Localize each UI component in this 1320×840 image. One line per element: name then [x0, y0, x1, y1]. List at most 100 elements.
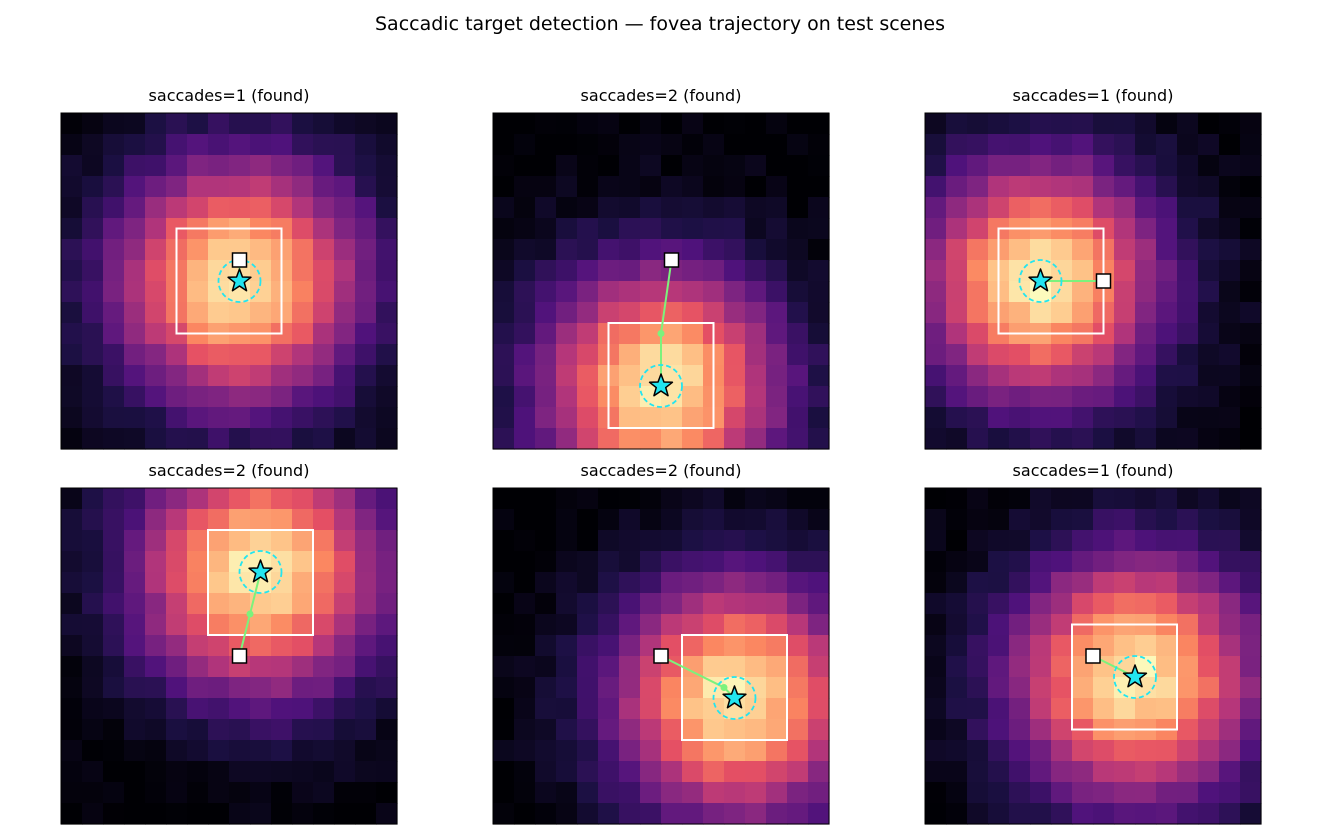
- fovea-start-marker: [1085, 648, 1101, 664]
- heatmap-cell: [292, 488, 314, 510]
- heatmap-cell: [145, 593, 167, 615]
- heatmap-cell: [292, 218, 314, 240]
- heatmap-cell: [514, 113, 536, 135]
- heatmap-cell: [535, 302, 557, 324]
- heatmap-cell: [1198, 428, 1220, 450]
- heatmap-cell: [1030, 782, 1052, 804]
- heatmap-cell: [967, 323, 989, 345]
- heatmap-cell: [187, 365, 209, 387]
- heatmap-cell: [1156, 281, 1178, 303]
- heatmap-cell: [1114, 656, 1136, 678]
- heatmap-cell: [1135, 428, 1157, 450]
- heatmap-cell: [766, 803, 788, 825]
- heatmap-cell: [577, 260, 599, 282]
- heatmap-cell: [1219, 302, 1241, 324]
- heatmap-cell: [787, 260, 809, 282]
- heatmap-cell: [1156, 428, 1178, 450]
- heatmap-cell: [271, 719, 293, 741]
- heatmap-cell: [1051, 530, 1073, 552]
- heatmap-cell: [208, 635, 230, 657]
- panel-title: saccades=2 (found): [580, 86, 742, 105]
- heatmap-cell: [988, 113, 1010, 135]
- heatmap-cell: [355, 635, 377, 657]
- heatmap-cell: [313, 782, 335, 804]
- heatmap-cell: [787, 155, 809, 177]
- heatmap-cell: [640, 677, 662, 699]
- heatmap-cell: [187, 113, 209, 135]
- heatmap-cell: [208, 197, 230, 219]
- heatmap-cell: [493, 803, 515, 825]
- heatmap-cell: [724, 281, 746, 303]
- heatmap-cell: [250, 176, 272, 198]
- heatmap-cell: [535, 677, 557, 699]
- heatmap-cell: [1072, 677, 1094, 699]
- heatmap-cell: [514, 281, 536, 303]
- heatmap-cell: [514, 428, 536, 450]
- heatmap-cell: [577, 656, 599, 678]
- heatmap-cell: [1051, 428, 1073, 450]
- heatmap-cell: [271, 530, 293, 552]
- heatmap-cell: [1009, 698, 1031, 720]
- heatmap-cell: [745, 113, 767, 135]
- heatmap-cell: [766, 719, 788, 741]
- heatmap-cell: [988, 635, 1010, 657]
- heatmap-cell: [967, 551, 989, 573]
- heatmap-cell: [787, 509, 809, 531]
- heatmap-cell: [703, 428, 725, 450]
- heatmap-cell: [124, 428, 146, 450]
- heatmap-cell: [577, 113, 599, 135]
- heatmap-cell: [124, 281, 146, 303]
- heatmap-cell: [334, 281, 356, 303]
- heatmap-cell: [640, 593, 662, 615]
- heatmap-cell: [514, 656, 536, 678]
- heatmap-cell: [1240, 803, 1262, 825]
- heatmap-cell: [619, 134, 641, 156]
- heatmap-cell: [187, 719, 209, 741]
- heatmap-cell: [514, 488, 536, 510]
- heatmap-cell: [661, 782, 683, 804]
- heatmap-cell: [535, 218, 557, 240]
- heatmap-cell: [187, 761, 209, 783]
- heatmap-cell: [334, 761, 356, 783]
- heatmap-cell: [808, 113, 830, 135]
- heatmap-cell: [598, 197, 620, 219]
- heatmap-cell: [1114, 239, 1136, 261]
- heatmap-cell: [967, 740, 989, 762]
- heatmap-cell: [166, 719, 188, 741]
- heatmap-cell: [1135, 365, 1157, 387]
- heatmap-cell: [787, 488, 809, 510]
- target-box: [607, 322, 715, 429]
- heatmap-cell: [61, 281, 83, 303]
- heatmap-cell: [661, 365, 683, 387]
- heatmap-cell: [988, 656, 1010, 678]
- heatmap-cell: [1009, 344, 1031, 366]
- heatmap-cell: [1093, 365, 1115, 387]
- heatmap-cell: [766, 551, 788, 573]
- heatmap-cell: [313, 407, 335, 429]
- heatmap-cell: [1114, 197, 1136, 219]
- heatmap-cell: [556, 134, 578, 156]
- heatmap-cell: [1156, 239, 1178, 261]
- heatmap-cell: [808, 803, 830, 825]
- heatmap-cell: [724, 656, 746, 678]
- heatmap-cell: [208, 551, 230, 573]
- heatmap-cell: [619, 698, 641, 720]
- heatmap-cell: [1051, 803, 1073, 825]
- heatmap-cell: [1030, 344, 1052, 366]
- target-star-marker: [648, 373, 674, 397]
- heatmap-cell: [703, 551, 725, 573]
- heatmap-cell: [1240, 782, 1262, 804]
- heatmap-cell: [682, 761, 704, 783]
- heatmap-cell: [271, 803, 293, 825]
- heatmap-cell: [355, 134, 377, 156]
- heatmap-cell: [187, 593, 209, 615]
- heatmap-cell: [535, 113, 557, 135]
- heatmap-cell: [535, 530, 557, 552]
- heatmap-cell: [1240, 530, 1262, 552]
- heatmap-cell: [598, 803, 620, 825]
- heatmap-cell: [787, 134, 809, 156]
- heatmap-cell: [292, 509, 314, 531]
- heatmap-cell: [1177, 740, 1199, 762]
- heatmap-cell: [808, 572, 830, 594]
- heatmap-cell: [271, 197, 293, 219]
